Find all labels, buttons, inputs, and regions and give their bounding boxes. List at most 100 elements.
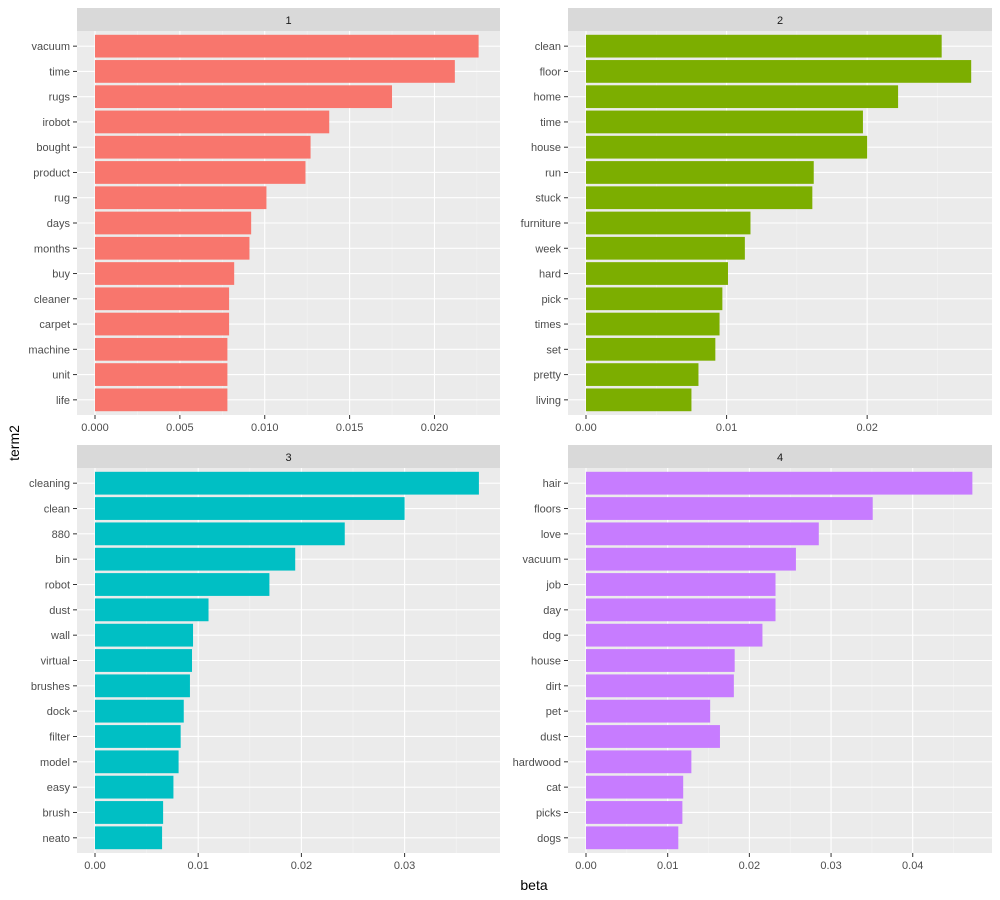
x-tick-label: 0.015 (336, 422, 364, 434)
bar-life (95, 388, 228, 412)
y-tick-label: pick (541, 294, 561, 306)
y-tick-label: clean (535, 41, 561, 53)
y-tick-label: stuck (535, 193, 561, 205)
bar-job (586, 573, 776, 596)
x-tick-label: 0.02 (291, 860, 312, 872)
bar-cleaner (95, 287, 230, 311)
bar-clean (586, 34, 942, 58)
bar-hair (586, 471, 973, 495)
bar-product (95, 161, 306, 184)
y-tick-label: vacuum (31, 41, 70, 53)
facet-panel-1: 1 0.000 0.005 0.010 0.015 0.020 vacuum time rugs… (28, 8, 500, 434)
y-tick-label: set (546, 344, 561, 356)
y-tick-label: run (545, 167, 561, 179)
y-tick-label: carpet (39, 319, 70, 331)
y-tick-label: dust (540, 731, 561, 743)
bar-dogs (586, 826, 679, 850)
bar-filter (95, 725, 181, 748)
bar-set (586, 337, 716, 361)
y-tick-label: times (535, 319, 562, 331)
bar-week (586, 236, 745, 260)
bar-model (95, 750, 179, 774)
bar-clean (95, 497, 405, 520)
y-tick-label: bought (36, 142, 70, 154)
y-tick-label: robot (45, 580, 70, 592)
bar-hard (586, 262, 728, 285)
y-tick-label: model (40, 757, 70, 769)
y-tick-label: product (33, 167, 70, 179)
y-tick-label: wall (50, 630, 70, 642)
bar-vacuum (95, 34, 479, 58)
bar-880 (95, 522, 345, 546)
bar-house (586, 135, 868, 159)
y-tick-label: days (47, 218, 71, 230)
facet-strip-label: 3 (285, 452, 291, 464)
bar-dust (95, 598, 209, 622)
facet-strip (77, 445, 500, 468)
y-tick-label: filter (49, 731, 70, 743)
y-tick-label: clean (44, 504, 70, 516)
facet-strip-label: 1 (285, 15, 291, 27)
bar-time (586, 110, 863, 134)
y-tick-label: vacuum (522, 554, 561, 566)
bar-rug (95, 186, 267, 210)
bar-bought (95, 135, 311, 159)
y-tick-label: floor (540, 66, 562, 78)
x-tick-label: 0.03 (820, 860, 841, 872)
x-tick-label: 0.00 (84, 860, 105, 872)
bar-pet (586, 699, 711, 723)
bar-irobot (95, 110, 330, 134)
bar-brushes (95, 674, 190, 698)
bar-pick (586, 287, 723, 311)
facet-strip-label: 2 (777, 15, 783, 27)
facet-strip (568, 8, 992, 31)
y-tick-label: unit (52, 370, 70, 382)
y-tick-label: months (34, 243, 71, 255)
y-tick-label: job (545, 580, 561, 592)
y-tick-label: floors (534, 504, 561, 516)
y-tick-label: cat (546, 782, 561, 794)
y-tick-label: picks (536, 807, 562, 819)
y-tick-label: house (531, 142, 561, 154)
x-tick-label: 0.01 (657, 860, 678, 872)
bar-months (95, 236, 250, 260)
x-tick-label: 0.01 (187, 860, 208, 872)
bar-floor (586, 60, 972, 83)
y-tick-label: brush (42, 807, 70, 819)
x-tick-label: 0.00 (575, 860, 596, 872)
bar-days (95, 211, 252, 235)
bar-hardwood (586, 750, 692, 774)
y-tick-label: hardwood (513, 757, 561, 769)
bar-cat (586, 775, 684, 799)
y-tick-label: time (540, 117, 561, 129)
facet-panel-3: 3 0.00 0.01 0.02 0.03 cleaning clean 880 bin robo… (29, 445, 500, 872)
x-tick-label: 0.02 (739, 860, 760, 872)
bar-time (95, 60, 455, 83)
y-tick-label: buy (52, 269, 70, 281)
facet-panels: 10.000 0.005 0.010 0.015 0.020vacuumtimerugs… (28, 8, 992, 872)
x-axis-title: beta (520, 877, 547, 893)
y-axis-title: term2 (6, 425, 22, 461)
y-tick-label: pretty (533, 370, 561, 382)
bar-dock (95, 699, 184, 723)
y-tick-label: hair (543, 478, 562, 490)
y-tick-label: dog (543, 630, 561, 642)
bar-virtual (95, 649, 193, 672)
bar-day (586, 598, 776, 622)
bar-dirt (586, 674, 734, 698)
bar-dog (586, 623, 763, 647)
facet-panel-4: 4 0.00 0.01 0.02 0.03 0.04 hair floors love vacuu… (513, 445, 992, 872)
bar-rugs (95, 85, 393, 109)
y-tick-label: living (536, 395, 561, 407)
y-tick-label: dirt (546, 681, 561, 693)
x-tick-label: 0.04 (902, 860, 923, 872)
x-tick-label: 0.005 (166, 422, 194, 434)
bar-home (586, 85, 899, 109)
bar-stuck (586, 186, 813, 210)
y-tick-label: furniture (521, 218, 561, 230)
facet-panel-2: 2 0.00 0.01 0.02 clean floor home time house run s… (521, 8, 992, 434)
bar-vacuum (586, 547, 796, 571)
bar-wall (95, 623, 194, 647)
x-tick-label: 0.01 (716, 422, 737, 434)
